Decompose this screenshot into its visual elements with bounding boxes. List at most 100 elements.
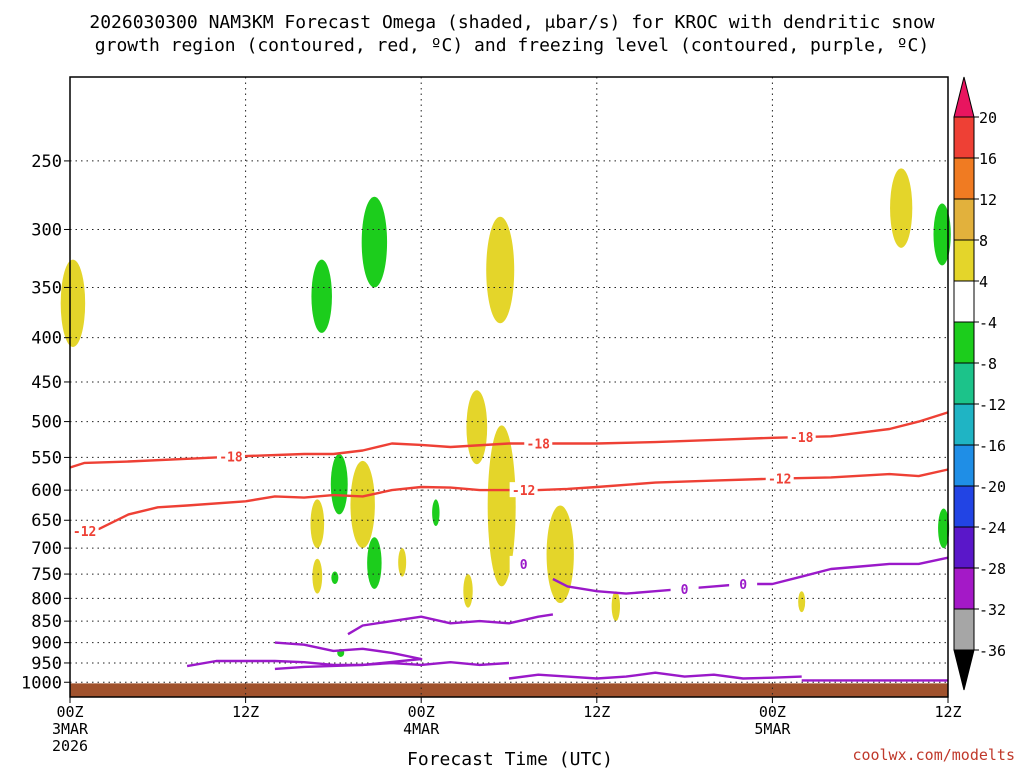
x-tick-date-0: 3MAR: [52, 720, 89, 738]
omega-shade-8: [350, 460, 375, 549]
colorbar-box-0: [953, 116, 975, 159]
chart-title-line2: growth region (contoured, red, ºC) and f…: [95, 35, 929, 56]
x-tick-label-0: 00Z: [56, 703, 83, 721]
y-tick-label-700: 700: [31, 539, 62, 559]
colorbar-box-6: [953, 362, 975, 405]
ground-surface: [70, 683, 948, 697]
y-tick-label-550: 550: [31, 448, 62, 468]
contour-lines: -18 -18 -18 -12 -12 -12 0 0 0: [69, 411, 949, 682]
plot-background: [70, 77, 948, 697]
colorbar-label-5: -4: [979, 314, 997, 332]
grid-lines: [70, 77, 948, 697]
omega-shade-14: [331, 571, 339, 584]
colorbar-label-0: 20: [979, 109, 997, 127]
x-tick-label-3: 12Z: [583, 703, 610, 721]
colorbar-label-12: -32: [979, 601, 1006, 619]
y-tick-label-300: 300: [31, 220, 62, 240]
omega-shade-2: [361, 196, 388, 288]
colorbar-label-9: -20: [979, 478, 1006, 496]
contour-label-0-1: -18: [527, 437, 551, 452]
y-tick-label-800: 800: [31, 589, 62, 609]
colorbar-label-10: -24: [979, 519, 1006, 537]
colorbar-label-3: 8: [979, 232, 988, 250]
colorbar-label-8: -16: [979, 437, 1006, 455]
omega-shade-0: [60, 259, 86, 347]
colorbar-box-1: [953, 157, 975, 200]
colorbar-label-4: 4: [979, 273, 988, 291]
contour-label-2-1: 0: [739, 578, 747, 593]
contour-label-2-2: 0: [681, 583, 689, 598]
omega-shade-13: [312, 558, 323, 594]
colorbar-label-1: 16: [979, 150, 997, 168]
x-tick-year-0: 2026: [52, 737, 88, 755]
contour-label-1-1: -12: [512, 484, 535, 499]
colorbar-label-13: -36: [979, 642, 1006, 660]
colorbar-box-5: [953, 321, 975, 364]
freezing-level-fragment-3: [508, 671, 802, 680]
contour-label-bg-1-1: [509, 482, 538, 498]
x-tick-label-1: 12Z: [232, 703, 259, 721]
plot-area: [70, 77, 948, 697]
omega-shade-4: [466, 390, 488, 465]
credit-text[interactable]: coolwx.com/modelts: [852, 746, 1015, 764]
contour-label-bg-2-0: [509, 555, 538, 571]
colorbar-box-4: [953, 280, 975, 323]
y-tick-label-900: 900: [31, 634, 62, 654]
omega-shade-7: [330, 453, 348, 515]
x-tick-label-2: 00Z: [408, 703, 435, 721]
colorbar-arrow-bottom: [953, 649, 975, 691]
colorbar-box-7: [953, 403, 975, 446]
omega-colorbar: 20 16 12 8 4 -4 -8 -12 -16 -20 -24 -28 -32 -36: [953, 76, 1006, 691]
x-tick-label-4: 00Z: [759, 703, 786, 721]
omega-shade-20: [938, 508, 950, 549]
colorbar-box-11: [953, 567, 975, 610]
y-tick-label-350: 350: [31, 278, 62, 298]
y-tick-label-500: 500: [31, 413, 62, 433]
y-tick-label-450: 450: [31, 373, 62, 393]
freezing-level-fragment-2: [347, 613, 554, 636]
colorbar-box-9: [953, 485, 975, 528]
plot-frame: [69, 76, 949, 698]
contour-label-bg-0-1: [524, 435, 553, 451]
freezing-level-fragment-1: [274, 641, 423, 671]
contour-label-0-2: -18: [790, 431, 814, 446]
chart-title-line1: 2026030300 NAM3KM Forecast Omega (shaded…: [89, 12, 934, 33]
contour-label-bg-2-1: [729, 575, 758, 591]
colorbar-label-11: -28: [979, 560, 1006, 578]
colorbar-label-2: 12: [979, 191, 997, 209]
contour-label-0-0: -18: [219, 451, 243, 466]
omega-shade-9: [310, 499, 325, 549]
omega-shade-10: [367, 537, 382, 589]
omega-shade-12: [432, 499, 440, 526]
y-tick-label-600: 600: [31, 481, 62, 501]
y-tick-label-1000: 1000: [21, 673, 62, 693]
contour-label-bg-1-2: [765, 470, 794, 486]
contour-label-1-0: -12: [73, 525, 96, 540]
ground-surface-fill: [70, 683, 948, 697]
omega-shade-3: [486, 216, 515, 324]
y-axis-ticks: 2503003504004505005506006507007508008509…: [21, 152, 70, 693]
x-axis-label: Forecast Time (UTC): [407, 749, 613, 768]
y-tick-label-650: 650: [31, 511, 62, 531]
omega-shade-15: [463, 574, 473, 608]
contour-label-bg-0-2: [787, 429, 816, 445]
colorbar-box-10: [953, 526, 975, 569]
omega-shade-11: [398, 548, 407, 577]
x-tick-label-5: 12Z: [934, 703, 961, 721]
y-tick-label-250: 250: [31, 152, 62, 172]
y-tick-label-750: 750: [31, 565, 62, 585]
contour-label-bg-1-0: [70, 522, 99, 538]
y-tick-label-950: 950: [31, 654, 62, 674]
colorbar-arrow-top: [953, 76, 975, 118]
colorbar-box-3: [953, 239, 975, 282]
omega-shade-16: [611, 591, 621, 622]
omega-shade-18: [890, 168, 913, 248]
omega-shade-5: [487, 425, 516, 587]
colorbar-box-8: [953, 444, 975, 487]
plot-border: [69, 76, 949, 698]
x-tick-date-2: 4MAR: [403, 720, 440, 738]
x-tick-date-4: 5MAR: [754, 720, 791, 738]
contour-label-bg-2-2: [670, 580, 699, 596]
